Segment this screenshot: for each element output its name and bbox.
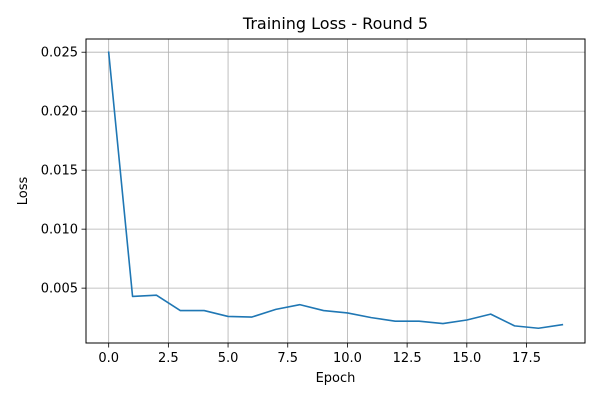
- y-tick-label: 0.025: [41, 46, 78, 61]
- series-line: [107, 51, 564, 330]
- y-tick-label: 0.010: [41, 223, 78, 238]
- ticks: 0.0 2.5 5.0 7.5 10.0 12.5 15.0 17.5 0.005 0.010 0.…: [41, 46, 541, 366]
- grid: [86, 39, 585, 343]
- x-tick-label: 12.5: [393, 351, 422, 366]
- y-tick-label: 0.015: [41, 164, 78, 179]
- x-tick-label: 0.0: [98, 351, 119, 366]
- y-tick-label: 0.020: [41, 105, 78, 120]
- x-tick-label: 15.0: [452, 351, 481, 366]
- x-tick-label: 10.0: [333, 351, 362, 366]
- plot-lines: [107, 51, 564, 330]
- plot-frame: [85, 38, 586, 344]
- y-tick-label: 0.005: [41, 282, 78, 297]
- x-tick-label: 17.5: [512, 351, 541, 366]
- x-tick-label: 5.0: [218, 351, 239, 366]
- y-axis-label: Loss: [16, 177, 31, 206]
- x-tick-label: 2.5: [158, 351, 179, 366]
- x-tick-label: 7.5: [277, 351, 298, 366]
- chart-title: Training Loss - Round 5: [242, 14, 428, 33]
- x-axis-label: Epoch: [316, 371, 356, 386]
